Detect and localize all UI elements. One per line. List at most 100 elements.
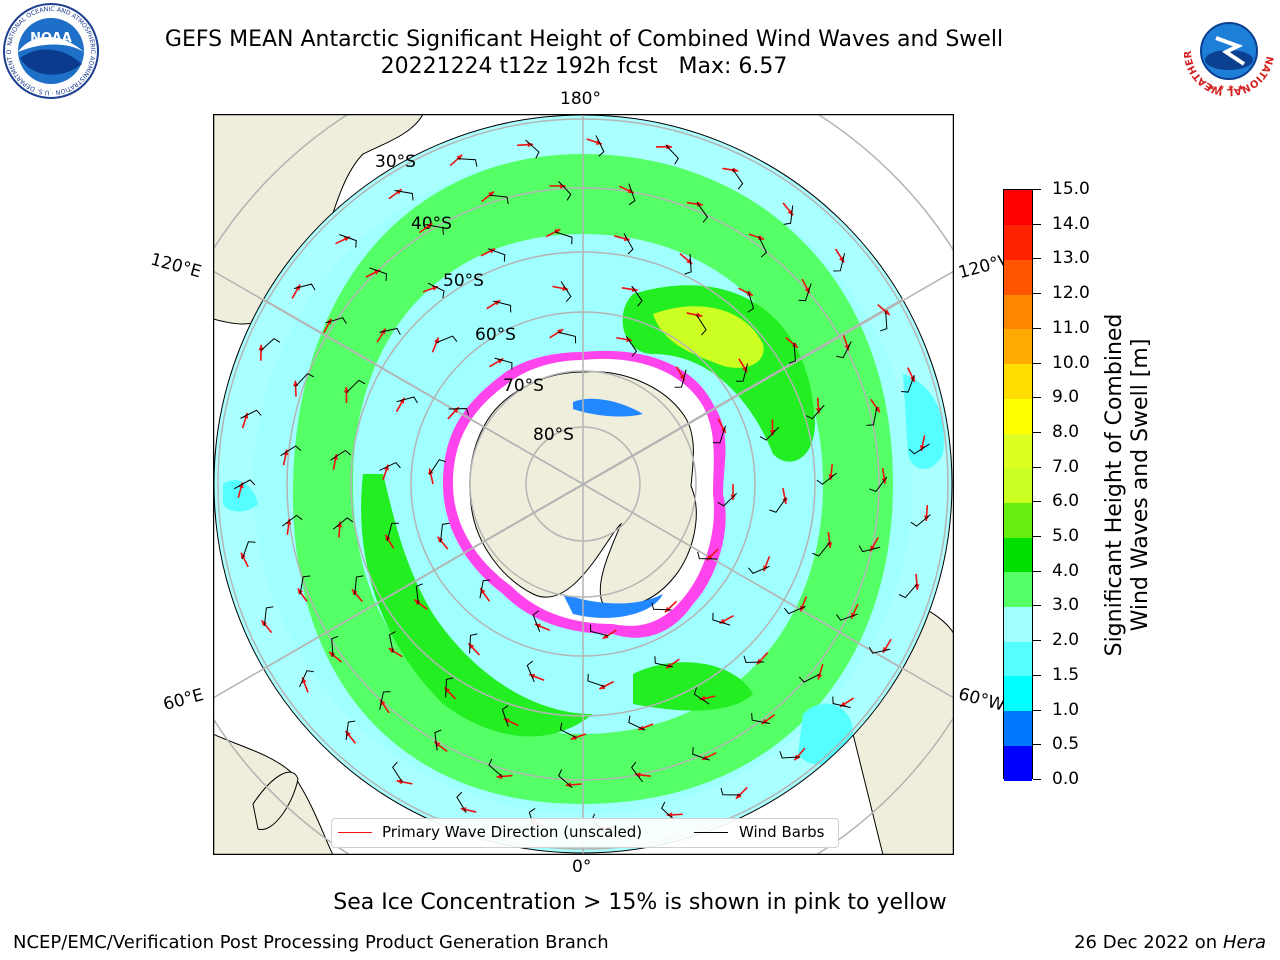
- wind-barb: [836, 613, 858, 621]
- wind-barb: [693, 687, 710, 705]
- colorbar-tick-label: 13.0: [1052, 248, 1090, 269]
- colorbar-tick-label: 9.0: [1052, 387, 1080, 408]
- wave-band-4-5m-south: [633, 662, 753, 711]
- wind-barb: [558, 769, 573, 788]
- colorbar-segment: [1004, 537, 1032, 573]
- wind-barb: [833, 253, 846, 272]
- wind-barb: [434, 729, 442, 751]
- wind-barb: [394, 190, 414, 201]
- colorbar-tick: [1033, 431, 1041, 433]
- wave-direction-arrowhead: [428, 468, 434, 475]
- wind-barb: [280, 445, 302, 457]
- map-title: GEFS MEAN Antarctic Significant Height o…: [164, 27, 1004, 52]
- wind-barb: [751, 713, 771, 724]
- colorbar-axis-label: Significant Height of Combined Wind Wave…: [1102, 314, 1154, 657]
- wave-direction-arrowhead: [599, 684, 606, 690]
- wave-direction-arrowhead: [699, 695, 706, 701]
- lon-label-60e: 60°E: [161, 685, 206, 715]
- wind-barb: [910, 514, 931, 527]
- wind-barb: [479, 579, 491, 599]
- colorbar-tick-label: 5.0: [1052, 526, 1080, 547]
- colorbar-tick: [1033, 709, 1041, 711]
- wind-barb: [427, 282, 445, 299]
- wind-barb: [869, 476, 888, 493]
- colorbar-tick-label: 14.0: [1052, 213, 1090, 234]
- wind-barb: [392, 761, 403, 783]
- wind-barb: [240, 409, 262, 419]
- wind-barb: [654, 656, 674, 668]
- wind-barb: [488, 758, 503, 778]
- svg-text:NOAA: NOAA: [30, 31, 72, 46]
- colorbar-tick: [1033, 674, 1041, 676]
- colorbar-tick-label: 11.0: [1052, 317, 1090, 338]
- wind-barb: [779, 751, 801, 759]
- noaa-logo: NATIONAL OCEANIC AND ATMOSPHERIC ADMINIS…: [2, 2, 99, 99]
- wind-barb: [697, 551, 718, 560]
- wind-barb: [788, 342, 796, 364]
- wind-barb: [379, 327, 401, 335]
- lat-label-60s: 60°S: [475, 325, 516, 345]
- wave-direction-arrowhead: [554, 229, 561, 235]
- wave-direction-arrowhead: [456, 154, 463, 161]
- lat-label-30s: 30°S: [375, 152, 416, 172]
- wind-barb: [532, 610, 541, 632]
- colorbar-tick: [1033, 605, 1041, 607]
- wind-barb: [396, 396, 418, 404]
- primary-wave-legend-swatch: [338, 832, 372, 833]
- wind-barb: [812, 541, 831, 557]
- wind-barb: [783, 205, 794, 225]
- wind-barb: [332, 517, 354, 530]
- colorbar-tick-label: 6.0: [1052, 491, 1080, 512]
- wind-barb: [494, 357, 513, 370]
- date-stamp: 26 Dec 2022 on Hera: [1074, 932, 1266, 953]
- lon-label-120e: 120°E: [148, 249, 204, 283]
- wind-barb: [651, 602, 672, 611]
- wave-direction-arrowhead: [782, 498, 788, 504]
- wind-barb: [623, 233, 634, 255]
- wind-barb: [868, 646, 891, 654]
- wind-barb: [696, 314, 707, 336]
- wind-barb: [712, 425, 726, 444]
- svg-text:★ ★ ★ ★: ★ ★ ★ ★: [1208, 83, 1244, 92]
- wind-barb: [379, 461, 401, 471]
- colorbar-tick-label: 12.0: [1052, 283, 1090, 304]
- lat-label-70s: 70°S: [503, 376, 544, 396]
- wind-barb: [260, 337, 281, 352]
- colorbar-tick-label: 15.0: [1052, 179, 1090, 199]
- wind-barb: [345, 720, 356, 741]
- colorbar-tick: [1033, 362, 1041, 364]
- wind-barb: [386, 522, 399, 541]
- lat-label-80s: 80°S: [533, 425, 574, 445]
- lat-label-50s: 50°S: [443, 271, 484, 291]
- colorbar-tick: [1033, 397, 1041, 399]
- colorbar-segment: [1004, 571, 1032, 608]
- colorbar-tick-label: 2.0: [1052, 630, 1080, 651]
- nws-logo: NATIONAL WEATHER SERVICE ★ ★ ★ ★: [1180, 2, 1276, 98]
- wind-barb: [731, 168, 744, 190]
- colorbar-segment: [1004, 224, 1032, 260]
- colorbar-segment: [1004, 745, 1032, 781]
- wind-barb: [457, 158, 478, 167]
- colorbar-segment: [1004, 641, 1032, 677]
- wind-barb: [712, 612, 731, 626]
- wave-direction-arrowhead: [815, 407, 822, 414]
- colorbar-tick: [1033, 327, 1041, 329]
- graticule: [213, 114, 954, 855]
- wind-barb: [435, 335, 458, 344]
- wind-barbs-legend-swatch: [694, 832, 728, 833]
- wind-barb: [748, 565, 770, 574]
- wind-barb: [331, 635, 339, 657]
- map-legend: Primary Wave Direction (unscaled) Wind B…: [331, 818, 839, 848]
- colorbar-tick: [1033, 501, 1041, 503]
- wind-barb: [743, 655, 765, 663]
- wind-barb: [440, 522, 450, 543]
- colorbar-tick-label: 1.5: [1052, 664, 1080, 685]
- wind-barb: [832, 696, 851, 709]
- wind-barb: [798, 673, 821, 683]
- wind-barb: [354, 575, 364, 596]
- wind-barb: [428, 459, 447, 475]
- wind-barb: [816, 472, 837, 485]
- wind-barb: [696, 202, 709, 223]
- wave-direction-arrowhead: [329, 651, 336, 658]
- wave-direction-arrowhead: [666, 144, 673, 150]
